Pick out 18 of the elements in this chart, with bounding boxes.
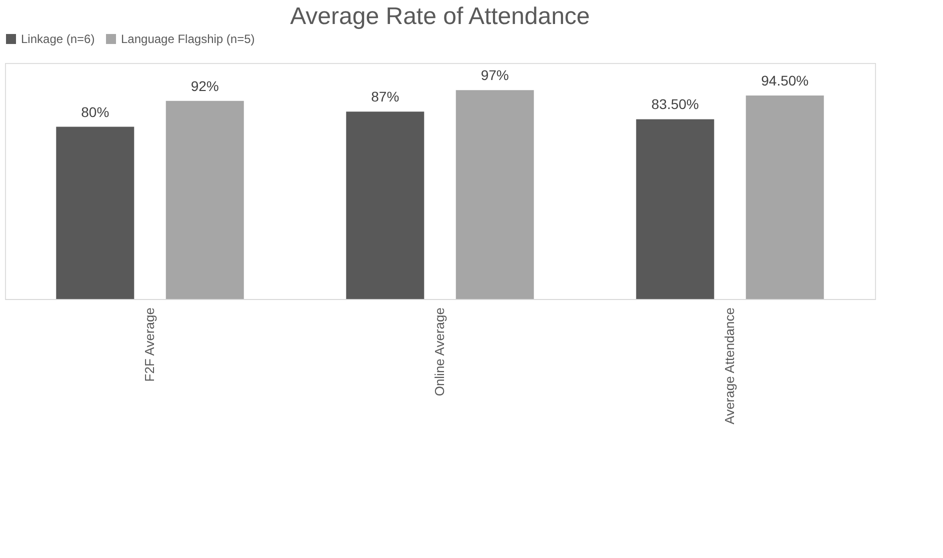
bar <box>346 112 424 299</box>
bar <box>746 96 824 299</box>
x-tick-label: F2F Average <box>142 308 157 382</box>
chart-title: Average Rate of Attendance <box>290 3 590 30</box>
legend-label: Linkage (n=6) <box>21 32 95 46</box>
data-label: 87% <box>371 88 400 105</box>
bar <box>456 90 534 299</box>
data-label: 83.50% <box>651 96 699 112</box>
legend-label: Language Flagship (n=5) <box>121 32 255 46</box>
x-tick-label: Online Average <box>432 308 447 396</box>
bar <box>636 119 714 299</box>
bar <box>56 126 134 299</box>
data-label: 94.50% <box>761 72 809 89</box>
x-tick-label: Average Attendance <box>722 308 737 424</box>
bar <box>166 100 244 299</box>
data-label: 97% <box>480 67 509 84</box>
data-label: 92% <box>190 78 219 94</box>
data-label: 80% <box>81 104 110 120</box>
